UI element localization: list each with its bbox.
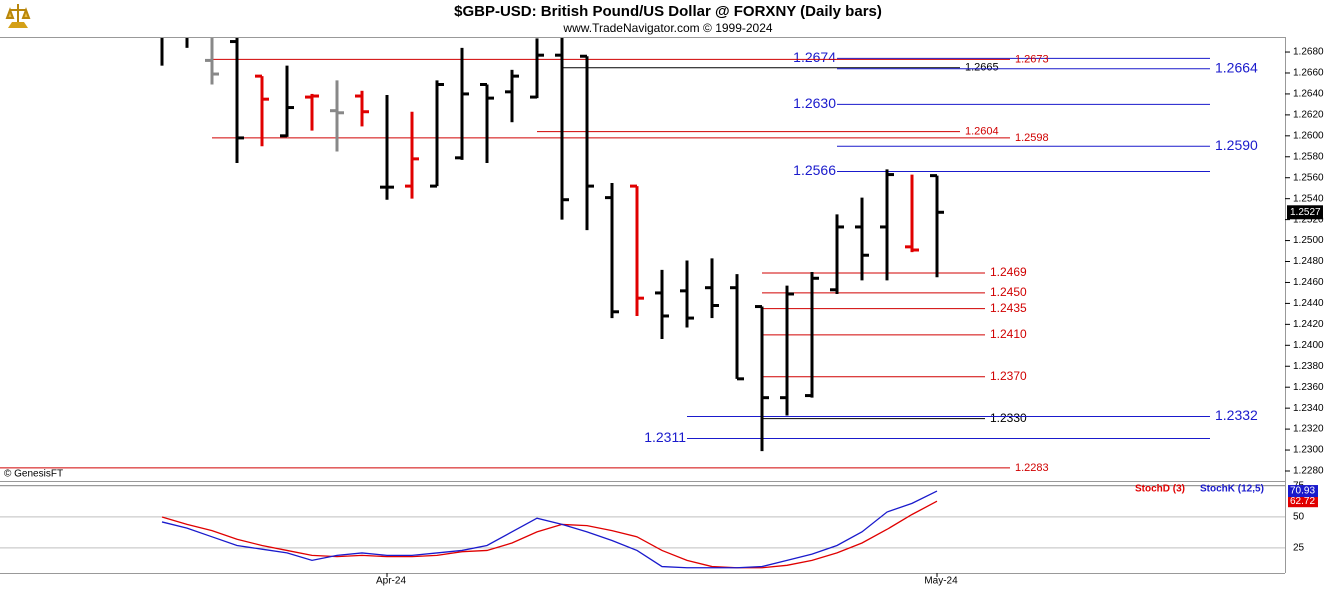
- level-label: 1.2450: [990, 285, 1027, 299]
- legend-entry: StochD (3): [1135, 484, 1185, 495]
- price-panel: 1.2674 1.2673 1.2665 1.2664 1.2630 1.2604 1.25…: [0, 38, 1258, 474]
- level-label: 1.2410: [990, 327, 1027, 341]
- level-label: 1.2604: [965, 126, 999, 138]
- last-value-label: 62.72: [1290, 496, 1315, 507]
- y-tick-label: 1.2660: [1293, 68, 1324, 79]
- level-label: 1.2283: [1015, 462, 1049, 474]
- y-tick-label: 1.2600: [1293, 130, 1324, 141]
- level-label: 1.2332: [1215, 407, 1258, 423]
- stoch-panel: [0, 485, 1285, 569]
- last-value-box: [1288, 485, 1318, 498]
- last-price-label: 1.2527: [1290, 207, 1321, 218]
- y-tick-label: 1.2640: [1293, 89, 1324, 100]
- y-tick-label: 1.2560: [1293, 172, 1324, 183]
- y-tick-label: 1.2480: [1293, 256, 1324, 267]
- level-label: 1.2370: [990, 369, 1027, 383]
- level-label: 1.2673: [1015, 53, 1049, 65]
- y-tick-label: 1.2500: [1293, 235, 1324, 246]
- y-tick-label: 1.2680: [1293, 47, 1324, 58]
- stoch-line: [161, 500, 938, 569]
- y-tick-label: 1.2300: [1293, 445, 1324, 456]
- y-tick-label: 1.2460: [1293, 277, 1324, 288]
- y-tick-label: 1.2620: [1293, 110, 1324, 121]
- y-tick-label: 1.2360: [1293, 382, 1324, 393]
- level-label: 1.2598: [1015, 132, 1049, 144]
- y-tick-label: 1.2420: [1293, 319, 1324, 330]
- last-value-label: 70.93: [1290, 486, 1315, 497]
- level-label: 1.2630: [793, 95, 836, 111]
- chart-title: $GBP-USD: British Pound/US Dollar @ FORX…: [454, 3, 882, 20]
- chart-subtitle: www.TradeNavigator.com © 1999-2024: [562, 21, 772, 35]
- level-label: 1.2311: [644, 429, 686, 445]
- x-tick-label: Apr-24: [376, 576, 406, 587]
- y-tick-label: 1.2580: [1293, 151, 1324, 162]
- level-label: 1.2330: [990, 411, 1027, 425]
- level-label: 1.2435: [990, 301, 1027, 315]
- y-tick-label: 1.2440: [1293, 298, 1324, 309]
- legend-entry: StochK (12,5): [1200, 484, 1264, 495]
- last-value-box: [1288, 495, 1318, 508]
- y-tick-label: 1.2340: [1293, 403, 1324, 414]
- last-price-box: [1287, 205, 1323, 220]
- y-tick-label: 1.2520: [1293, 214, 1324, 225]
- y-tick-label: 25: [1293, 543, 1305, 554]
- source-note: © GenesisFT: [4, 469, 63, 480]
- level-label: 1.2664: [1215, 59, 1258, 75]
- level-label: 1.2674: [793, 49, 836, 65]
- level-label: 1.2665: [965, 62, 999, 74]
- y-tick-label: 1.2400: [1293, 340, 1324, 351]
- y-tick-label: 1.2540: [1293, 193, 1324, 204]
- level-label: 1.2590: [1215, 137, 1258, 153]
- y-tick-label: 1.2320: [1293, 424, 1324, 435]
- level-label: 1.2566: [793, 162, 836, 178]
- x-tick-label: May-24: [924, 576, 958, 587]
- y-tick-label: 50: [1293, 512, 1305, 523]
- axes: 1.2280 1.2300 1.2320 1.2340 1.2360 1.2380 1.24…: [376, 47, 1324, 587]
- stoch-line: [161, 490, 938, 569]
- level-label: 1.2469: [990, 265, 1027, 279]
- y-tick-label: 1.2280: [1293, 466, 1324, 477]
- logo: [5, 4, 31, 28]
- y-tick-label: 1.2380: [1293, 361, 1324, 372]
